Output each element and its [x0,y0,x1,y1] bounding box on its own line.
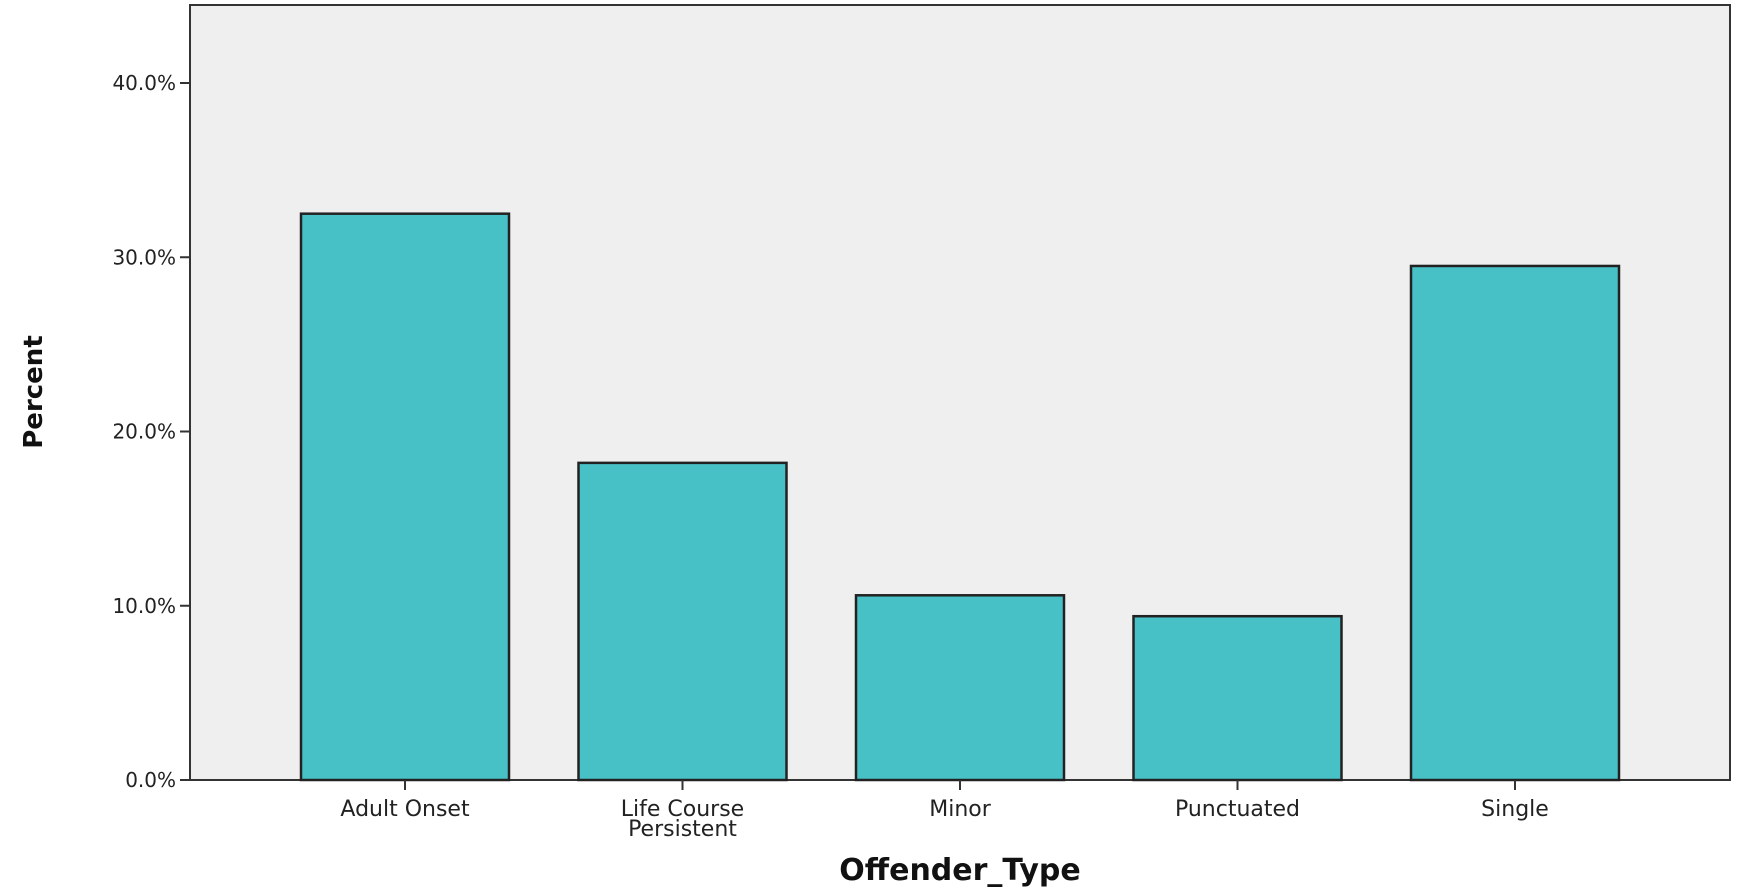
bar [1132,614,1343,782]
bar [299,212,511,782]
y-tick-label: 40.0% [112,71,176,95]
x-tick-label: Punctuated [1175,797,1300,822]
bars [299,212,1621,782]
x-tick-label: Minor [929,797,991,822]
bar [1409,264,1621,782]
x-tick-label: Adult Onset [340,797,470,822]
y-tick-label: 20.0% [112,420,176,444]
y-tick-label: 0.0% [125,768,176,792]
x-tick-label: Persistent [628,817,737,842]
y-tick-label: 10.0% [112,594,176,618]
x-tick-label: Single [1481,797,1549,822]
bar [577,461,788,782]
y-tick-label: 30.0% [112,245,176,269]
bar [854,594,1066,782]
x-axis-title: Offender_Type [839,853,1080,888]
y-axis: 0.0% 10.0% 20.0% 30.0% 40.0% [112,71,190,792]
x-tick-label: Life Course [621,797,744,822]
y-axis-title: Percent [19,335,49,449]
